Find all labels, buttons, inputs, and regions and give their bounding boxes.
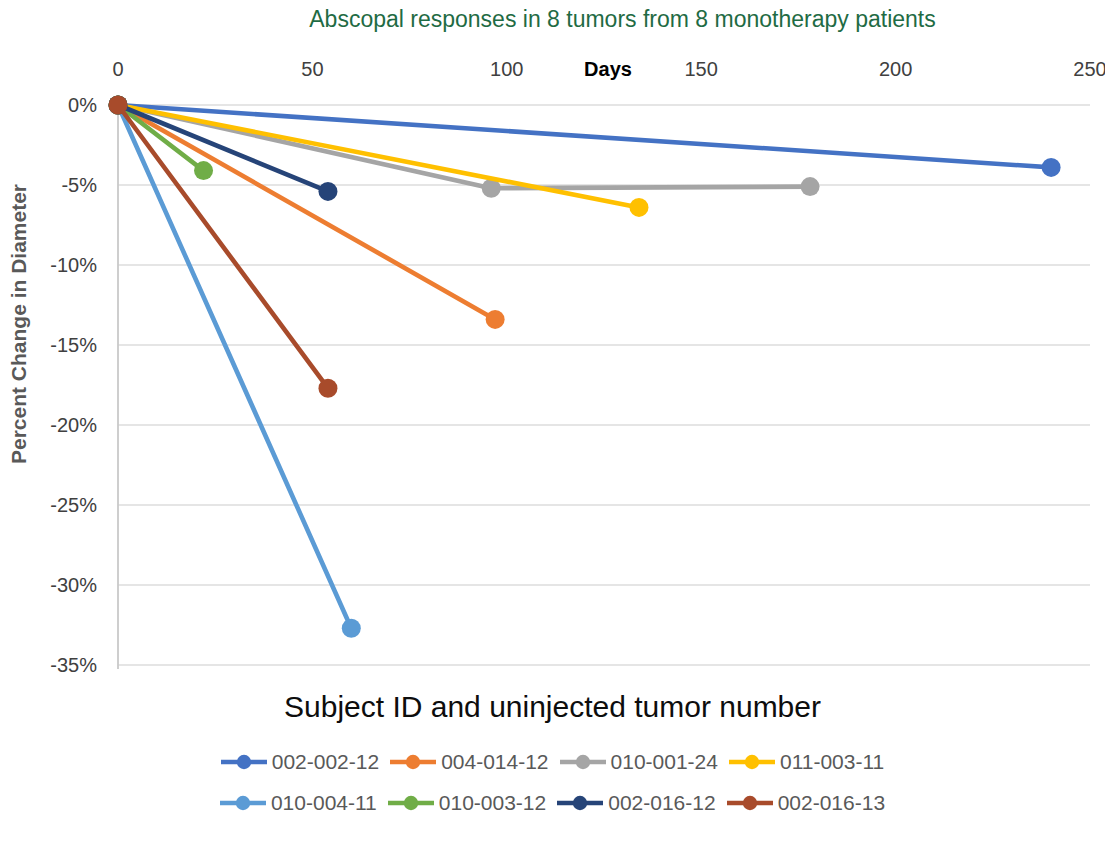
data-point-004-014-12 [486,310,505,329]
legend-item-010-001-24: 010-001-24 [560,750,718,774]
legend-label: 010-001-24 [611,750,718,774]
legend-item-010-003-12: 010-003-12 [388,791,546,815]
series-line-004-014-12 [118,105,495,319]
legend-item-002-016-13: 002-016-13 [727,791,885,815]
legend-row: 010-004-11 010-003-12 002-016-12 002-016-13 [220,791,885,815]
data-point-002-016-13 [109,96,128,115]
chart-canvas: Abscopal responses in 8 tumors from 8 mo… [0,0,1105,842]
legend-item-002-002-12: 002-002-12 [221,750,379,774]
data-point-011-003-11 [629,198,648,217]
legend-marker-icon [221,754,267,770]
legend-label: 011-003-11 [780,750,884,774]
data-point-002-016-12 [318,182,337,201]
legend-item-004-014-12: 004-014-12 [390,750,548,774]
legend-row: 002-002-12 004-014-12 010-001-24 011-003-11 [221,750,885,774]
legend-marker-icon [220,795,266,811]
series-line-010-004-11 [118,105,351,628]
legend-marker-icon [557,795,603,811]
legend-title: Subject ID and uninjected tumor number [0,690,1105,724]
data-point-010-001-24 [801,177,820,196]
legend-label: 002-002-12 [272,750,379,774]
legend-marker-icon [729,754,775,770]
legend-label: 002-016-13 [778,791,885,815]
data-point-002-002-12 [1042,158,1061,177]
legend-label: 010-003-12 [439,791,546,815]
legend-marker-icon [388,795,434,811]
data-point-002-016-13 [318,379,337,398]
data-point-010-003-12 [194,161,213,180]
legend-marker-icon [560,754,606,770]
legend-item-010-004-11: 010-004-11 [220,791,377,815]
legend: 002-002-12 004-014-12 010-001-24 011-003-11… [0,750,1105,815]
legend-marker-icon [390,754,436,770]
data-point-010-004-11 [342,619,361,638]
legend-item-011-003-11: 011-003-11 [729,750,884,774]
legend-item-002-016-12: 002-016-12 [557,791,715,815]
legend-label: 004-014-12 [441,750,548,774]
legend-label: 010-004-11 [271,791,377,815]
legend-marker-icon [727,795,773,811]
legend-label: 002-016-12 [608,791,715,815]
